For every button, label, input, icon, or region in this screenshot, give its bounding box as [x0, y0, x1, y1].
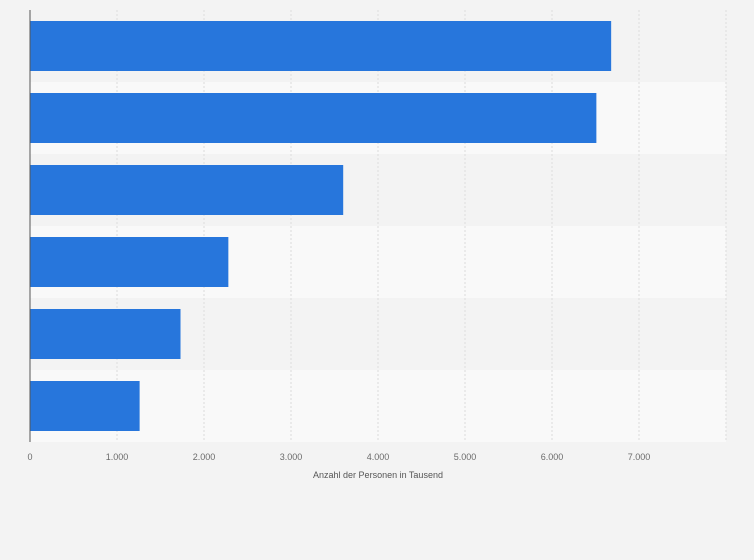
x-axis-title: Anzahl der Personen in Tausend [313, 470, 443, 480]
x-tick-label: 3.000 [280, 452, 303, 462]
bar[interactable] [30, 165, 344, 215]
bar[interactable] [30, 381, 140, 431]
bar[interactable] [30, 309, 181, 359]
x-tick-label: 7.000 [628, 452, 651, 462]
bar[interactable] [30, 237, 229, 287]
grid-lines [116, 10, 727, 442]
x-tick-label: 0 [27, 452, 32, 462]
x-tick-label: 1.000 [106, 452, 129, 462]
x-tick-labels: 0 1.000 2.000 3.000 4.000 5.000 6.000 7.000 [27, 452, 650, 462]
x-tick-label: 5.000 [454, 452, 477, 462]
bars [30, 21, 612, 431]
bar[interactable] [30, 93, 597, 143]
x-tick-label: 2.000 [193, 452, 216, 462]
bar[interactable] [30, 21, 612, 71]
x-tick-label: 4.000 [367, 452, 390, 462]
x-tick-label: 6.000 [541, 452, 564, 462]
